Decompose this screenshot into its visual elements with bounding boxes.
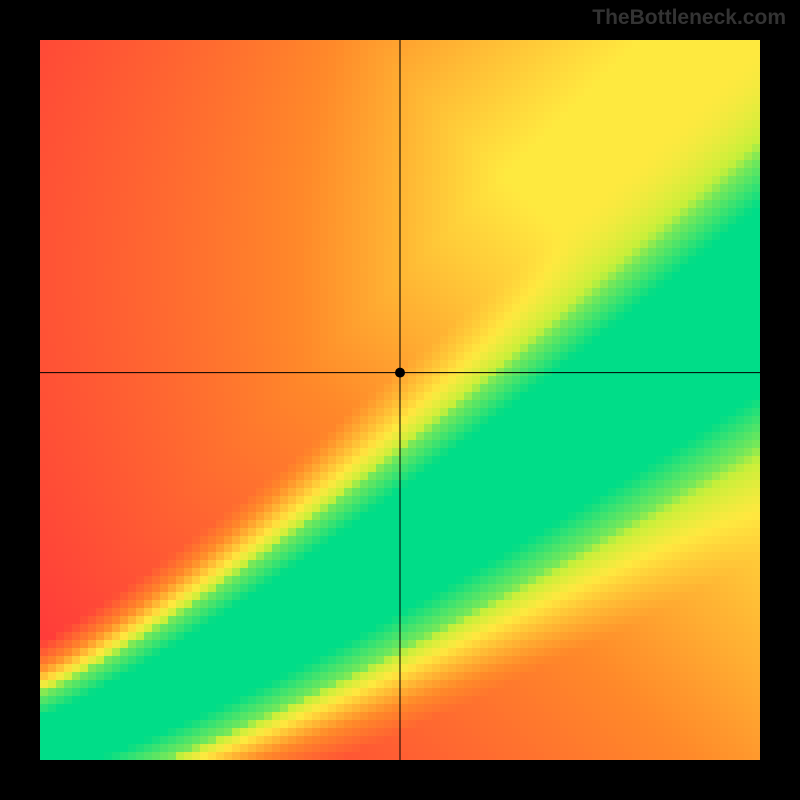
watermark-text: TheBottleneck.com xyxy=(592,6,786,30)
chart-container: TheBottleneck.com xyxy=(0,0,800,800)
heatmap-canvas xyxy=(40,40,760,760)
